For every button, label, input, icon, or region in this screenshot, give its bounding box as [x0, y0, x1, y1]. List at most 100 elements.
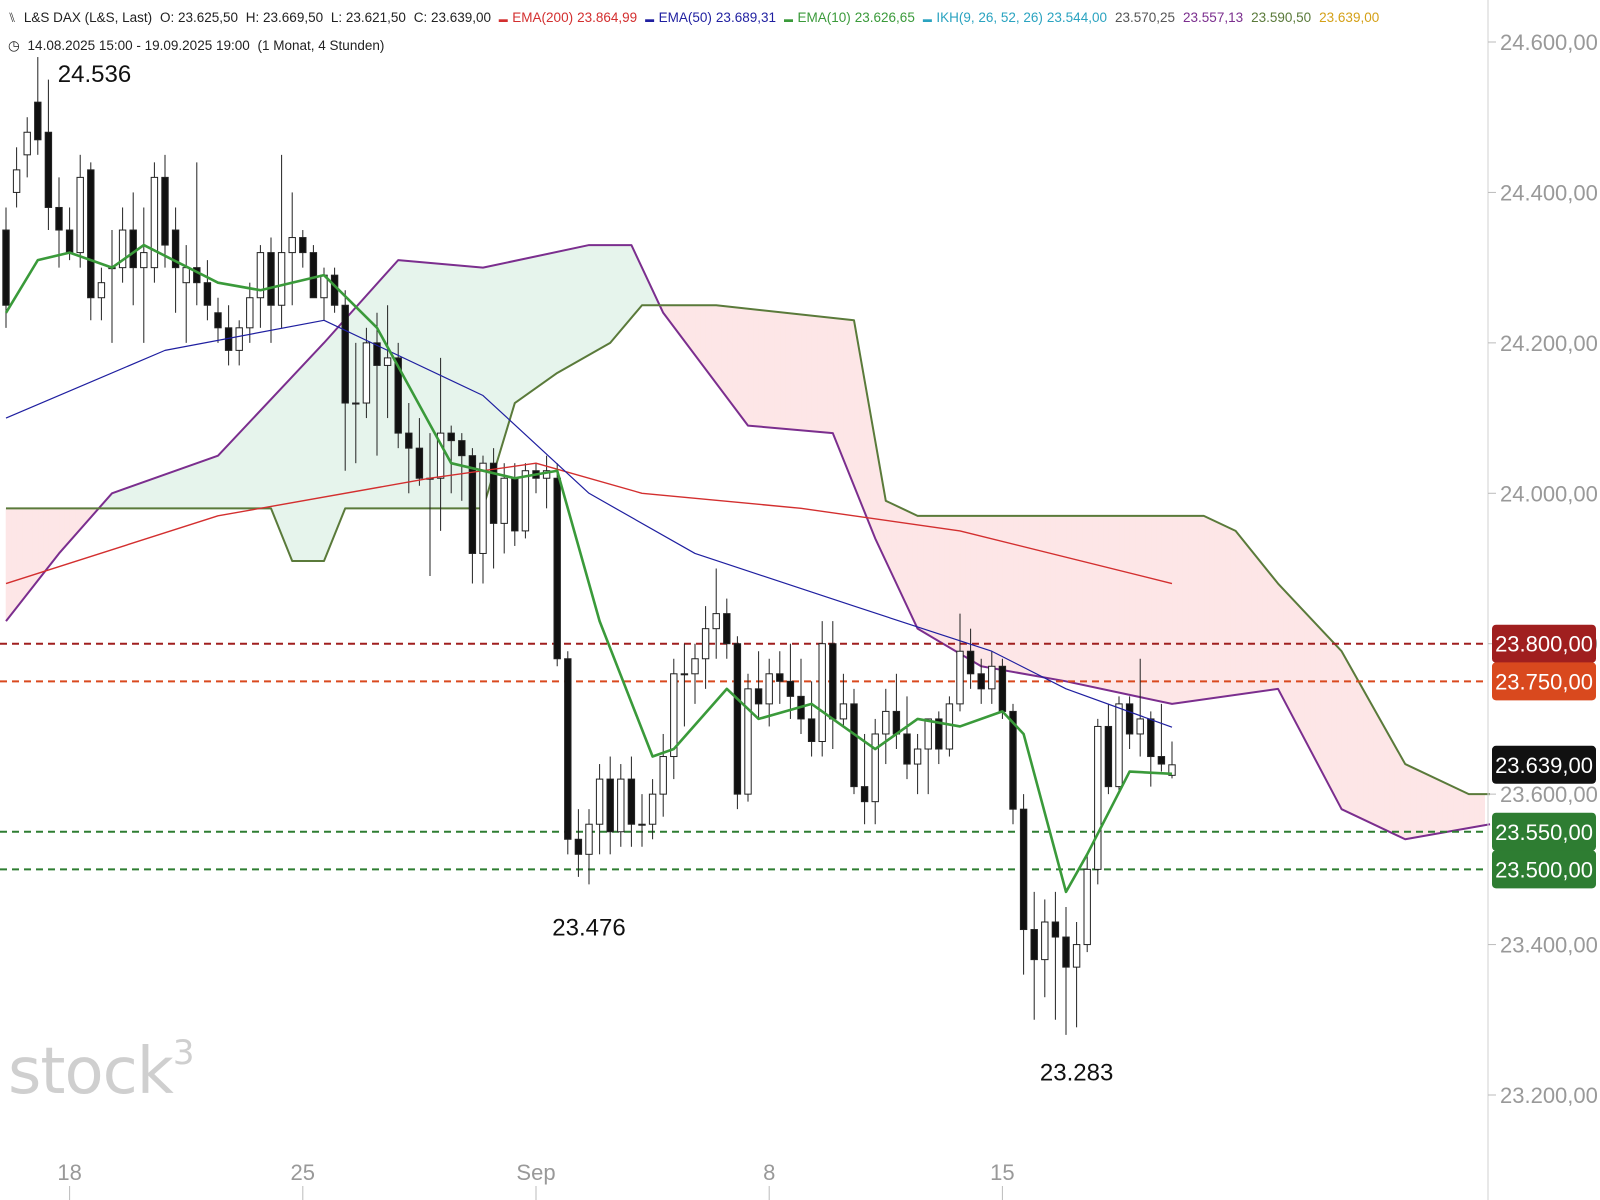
candle-body [34, 101, 42, 141]
candle [23, 117, 31, 178]
cloud-segment [996, 515, 1003, 671]
cloud-segment [1182, 515, 1189, 703]
instrument-name: L&S DAX (L&S, Last) [23, 10, 153, 25]
cloud-segment [742, 307, 749, 427]
cloud-segment [1293, 599, 1300, 730]
cloud-segment [763, 310, 770, 428]
cloud-segment [927, 515, 934, 639]
candle [108, 230, 116, 343]
cloud-segment [1017, 515, 1024, 675]
cloud-segment [1071, 515, 1077, 684]
cloud-segment [779, 311, 786, 430]
cloud-segment [715, 304, 722, 392]
cloud-segment [487, 265, 494, 491]
candle-body [161, 176, 169, 246]
cloud-segment [21, 508, 28, 602]
cloud-segment [48, 508, 55, 568]
cloud-segment [1097, 515, 1104, 690]
cloud-segment [1240, 536, 1247, 695]
candle [553, 463, 561, 667]
candle [818, 621, 826, 757]
cloud-segment [1420, 771, 1427, 837]
cloud-segment [583, 244, 590, 359]
cloud-segment [816, 315, 823, 433]
price-annotation: 24.536 [58, 61, 131, 88]
candle [34, 57, 42, 155]
candle-body [680, 673, 689, 676]
candle [776, 651, 784, 704]
legend-value: 23.626,65 [854, 10, 915, 25]
cloud-segment [159, 474, 166, 509]
cloud-segment [705, 304, 712, 378]
cloud-segment [318, 342, 325, 562]
candle-body [807, 718, 816, 742]
candle-body [977, 673, 985, 690]
cloud-segment [546, 252, 553, 382]
ema50-line [5, 319, 1173, 728]
candle [1147, 711, 1155, 787]
candle [574, 809, 583, 877]
cloud-segment [201, 459, 208, 509]
cloud-segment [1261, 562, 1268, 692]
candle [309, 245, 318, 299]
candle [977, 658, 985, 704]
candle [1041, 899, 1049, 998]
candle-body [171, 229, 180, 269]
candle-body [362, 342, 371, 404]
cloud-segment [1108, 515, 1114, 692]
cloud-segment [371, 282, 378, 509]
candle [140, 207, 148, 343]
indicator-legend-item: ▬ EMA(10) 23.626,65 [784, 10, 919, 25]
candle-body [553, 477, 561, 660]
cloud-segment [498, 262, 505, 456]
cloud-segment [694, 304, 701, 364]
candle [55, 177, 63, 268]
cloud-segment [1320, 627, 1326, 780]
cloud-segment [800, 314, 807, 432]
candle [659, 733, 667, 817]
candle-body [1115, 703, 1123, 788]
cloud-segment [37, 508, 44, 582]
cloud-segment [1367, 697, 1374, 825]
cloud-segment [275, 387, 282, 535]
cloud-segment [1251, 549, 1258, 693]
cloud-segment [493, 263, 500, 474]
cloud-segment [286, 375, 293, 562]
price-annotation: 23.283 [1040, 1060, 1113, 1087]
y-tick-label: 23.400,00 [1500, 933, 1598, 958]
cloud-segment [313, 347, 320, 562]
indicator-legend-item: 23.590,50 [1251, 10, 1315, 25]
cloud-segment [938, 515, 945, 645]
candle [935, 711, 943, 765]
candle-body [882, 710, 890, 735]
candle-body [1009, 710, 1017, 810]
cloud-segment [747, 308, 754, 427]
cloud-segment [42, 508, 49, 575]
legend-value: 23.864,99 [577, 10, 638, 25]
ohlc-close: C: 23.639,00 [413, 10, 492, 25]
price-annotation: 23.476 [552, 914, 625, 941]
x-tick-label: 25 [291, 1160, 315, 1185]
candle-body [140, 252, 148, 269]
cloud-segment [1357, 678, 1364, 820]
candle [182, 245, 190, 343]
cloud-segment [53, 508, 60, 562]
cloud-segment [376, 277, 383, 509]
cloud-segment [1431, 776, 1438, 835]
candle [224, 305, 233, 366]
indicator-legend-item: 23.639,00 [1319, 10, 1383, 25]
candle-body [65, 229, 74, 254]
cloud-segment [620, 244, 627, 332]
candle-body [129, 229, 137, 269]
candle [44, 79, 53, 231]
candle-body [44, 131, 53, 208]
cloud-segment [721, 305, 728, 399]
candle [1030, 891, 1038, 1020]
cloud-segment [795, 313, 802, 431]
cloud-segment [768, 310, 775, 429]
candle [479, 455, 487, 584]
legend-name: EMA(10) [797, 10, 851, 25]
candle [807, 681, 816, 757]
cloud-segment [1171, 515, 1178, 705]
